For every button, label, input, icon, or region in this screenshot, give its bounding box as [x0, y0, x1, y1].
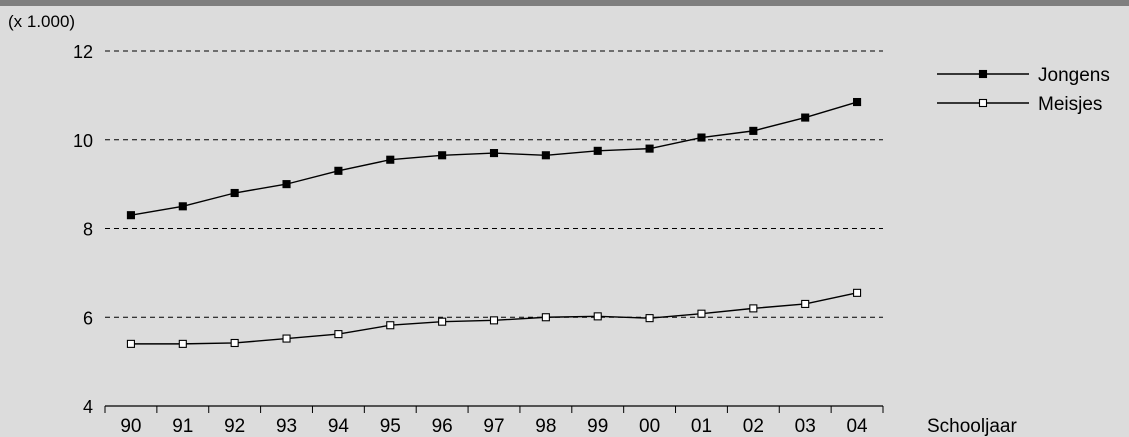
point-jongens — [334, 166, 343, 175]
point-meisjes — [126, 339, 135, 348]
x-tick-label: 90 — [120, 416, 141, 437]
point-jongens — [697, 133, 706, 142]
point-meisjes — [541, 313, 550, 322]
x-tick-label: 99 — [587, 416, 608, 437]
x-axis-label: Schooljaar — [927, 416, 1017, 437]
series-layer — [126, 97, 862, 348]
y-tick-label: 6 — [83, 308, 93, 328]
y-axis-ticks: 4 6 8 10 12 — [73, 42, 93, 417]
point-meisjes — [489, 316, 499, 325]
point-meisjes — [853, 288, 862, 297]
point-jongens — [489, 149, 499, 158]
legend: Jongens Meisjes — [937, 65, 1110, 115]
point-jongens — [541, 151, 550, 160]
point-meisjes — [438, 317, 447, 326]
x-tick-label: 93 — [276, 416, 297, 437]
y-tick-label: 10 — [73, 131, 93, 151]
series-meisjes — [126, 288, 862, 348]
legend-label: Jongens — [1038, 65, 1110, 86]
y-tick-label: 12 — [73, 42, 93, 62]
y-tick-label: 8 — [83, 220, 93, 240]
x-tick-label: 04 — [846, 416, 868, 437]
point-meisjes — [593, 312, 602, 321]
x-tick-label: 97 — [483, 416, 504, 437]
legend-item-jongens: Jongens — [937, 65, 1110, 86]
point-meisjes — [386, 321, 395, 330]
top-border-bar — [0, 0, 1129, 6]
point-jongens — [386, 155, 395, 164]
x-axis — [104, 405, 884, 413]
point-jongens — [853, 97, 862, 107]
x-tick-label: 98 — [535, 416, 556, 437]
x-tick-label: 03 — [795, 416, 816, 437]
y-tick-label: 4 — [83, 397, 93, 417]
point-meisjes — [697, 309, 706, 318]
point-jongens — [645, 144, 654, 153]
point-meisjes — [230, 338, 239, 348]
x-tick-label: 01 — [691, 416, 712, 437]
point-jongens — [749, 126, 758, 135]
point-meisjes — [749, 304, 758, 313]
series-line-jongens — [130, 101, 858, 216]
x-tick-label: 92 — [224, 416, 245, 437]
y-unit-label: (x 1.000) — [8, 12, 75, 31]
point-meisjes — [178, 339, 187, 348]
point-meisjes — [801, 299, 810, 308]
series-jongens — [126, 97, 862, 220]
x-tick-label: 95 — [380, 416, 401, 437]
x-axis-ticks: 90 91 92 93 94 95 96 97 98 99 00 01 02 03 04 — [120, 416, 868, 437]
legend-label: Meisjes — [1038, 94, 1102, 115]
point-jongens — [438, 151, 447, 160]
x-tick-label: 91 — [172, 416, 193, 437]
point-jongens — [230, 188, 239, 198]
legend-item-meisjes: Meisjes — [937, 94, 1102, 115]
point-jongens — [801, 113, 810, 122]
x-tick-label: 02 — [743, 416, 764, 437]
point-jongens — [282, 180, 291, 189]
gridlines — [105, 50, 883, 318]
point-meisjes — [334, 330, 343, 339]
x-tick-label: 96 — [432, 416, 453, 437]
point-jongens — [126, 211, 135, 220]
x-tick-label: 94 — [328, 416, 350, 437]
point-jongens — [178, 202, 187, 211]
point-meisjes — [645, 314, 654, 323]
point-meisjes — [282, 334, 291, 343]
point-jongens — [593, 146, 602, 155]
x-tick-label: 00 — [639, 416, 660, 437]
legend-marker — [978, 69, 988, 79]
legend-marker — [978, 98, 988, 108]
